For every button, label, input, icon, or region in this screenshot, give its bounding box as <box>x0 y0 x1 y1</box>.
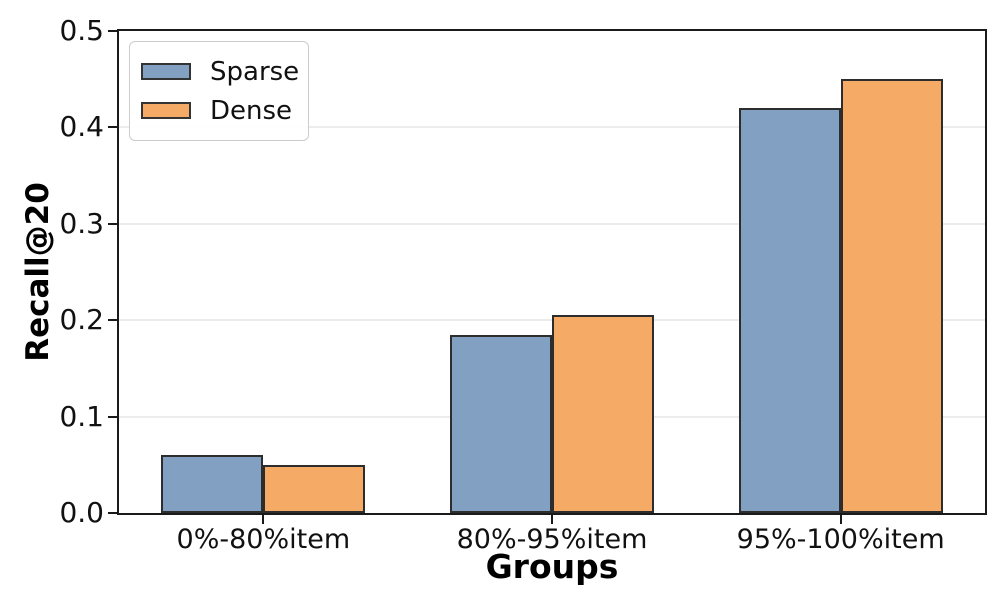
legend-row-sparse: Sparse <box>141 52 300 91</box>
legend-row-dense: Dense <box>141 91 296 130</box>
gridline <box>119 222 985 225</box>
bar-sparse-3 <box>738 108 841 513</box>
legend-label-sparse: Sparse <box>210 56 300 87</box>
y-tick-label: 0.3 <box>59 206 104 240</box>
bar-sparse-2 <box>450 334 552 513</box>
y-tick-mark <box>108 319 117 322</box>
y-axis-title: Recall@20 <box>20 182 56 362</box>
x-tick-label: 95%-100%item <box>736 524 945 555</box>
y-tick-mark <box>108 512 117 514</box>
y-tick-mark <box>108 415 117 418</box>
y-tick-label: 0.4 <box>59 110 104 144</box>
bar-sparse-1 <box>161 455 264 513</box>
bar-dense-3 <box>840 79 943 513</box>
y-tick-mark <box>108 222 117 225</box>
y-tick-label: 0.5 <box>59 14 104 47</box>
x-tick-mark <box>839 515 842 524</box>
legend-label-dense: Dense <box>210 95 293 126</box>
bar-dense-1 <box>263 464 366 513</box>
y-tick-label: 0.2 <box>59 303 104 337</box>
y-tick-label: 0.1 <box>59 399 104 433</box>
bar-dense-2 <box>552 315 654 513</box>
x-axis-title: Groups <box>485 547 619 586</box>
x-tick-label: 80%-95%item <box>456 524 648 555</box>
y-tick-label: 0.0 <box>59 496 104 529</box>
plot-area: Sparse Dense <box>117 29 987 515</box>
legend-swatch-dense <box>141 102 191 119</box>
x-tick-label: 0%-80%item <box>176 524 351 555</box>
x-tick-mark <box>262 515 265 524</box>
legend: Sparse Dense <box>129 41 309 141</box>
legend-swatch-sparse <box>141 63 191 80</box>
y-tick-mark <box>108 30 117 32</box>
gridline <box>119 126 985 129</box>
y-tick-mark <box>108 126 117 129</box>
x-tick-mark <box>551 515 553 524</box>
